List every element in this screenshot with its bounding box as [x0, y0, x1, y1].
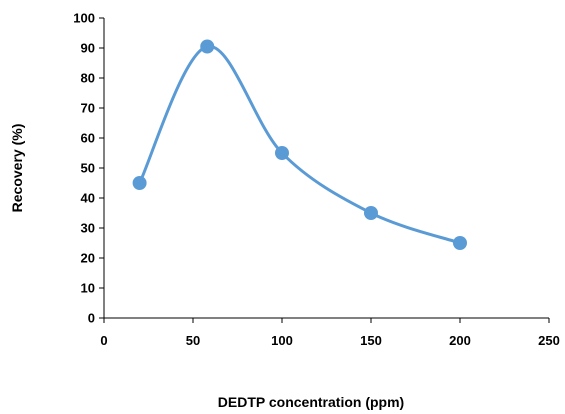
data-point: [132, 176, 147, 190]
data-points: [132, 39, 467, 250]
y-tick-label: 30: [81, 221, 95, 236]
y-tick-label: 50: [81, 161, 95, 176]
y-tick-label: 90: [81, 41, 95, 56]
data-point: [275, 146, 289, 160]
y-tick-label: 0: [88, 311, 95, 326]
x-tick-label: 100: [271, 333, 293, 348]
data-point: [453, 236, 467, 250]
y-tick-label: 80: [81, 71, 95, 86]
y-tick-label: 40: [81, 191, 95, 206]
y-axis-title: Recovery (%): [9, 124, 25, 213]
y-tick-label: 10: [81, 281, 95, 296]
x-tick-label: 50: [186, 333, 200, 348]
series-line: [138, 44, 461, 245]
x-tick-label: 200: [449, 333, 471, 348]
x-tick-label: 0: [100, 333, 107, 348]
y-tick-label: 20: [81, 251, 95, 266]
y-tick-label: 70: [81, 101, 95, 116]
data-point: [364, 206, 378, 220]
y-tick-label: 100: [73, 11, 95, 26]
x-tick-label: 250: [538, 333, 560, 348]
data-point: [200, 39, 215, 54]
x-axis-ticks: 0 50 100 150 200 250: [100, 318, 560, 348]
x-axis-title: DEDTP concentration (ppm): [218, 394, 404, 410]
y-axis-ticks: 0 10 20 30 40 50 60 70 80 90 100: [73, 11, 104, 326]
x-tick-label: 150: [360, 333, 382, 348]
y-tick-label: 60: [81, 131, 95, 146]
